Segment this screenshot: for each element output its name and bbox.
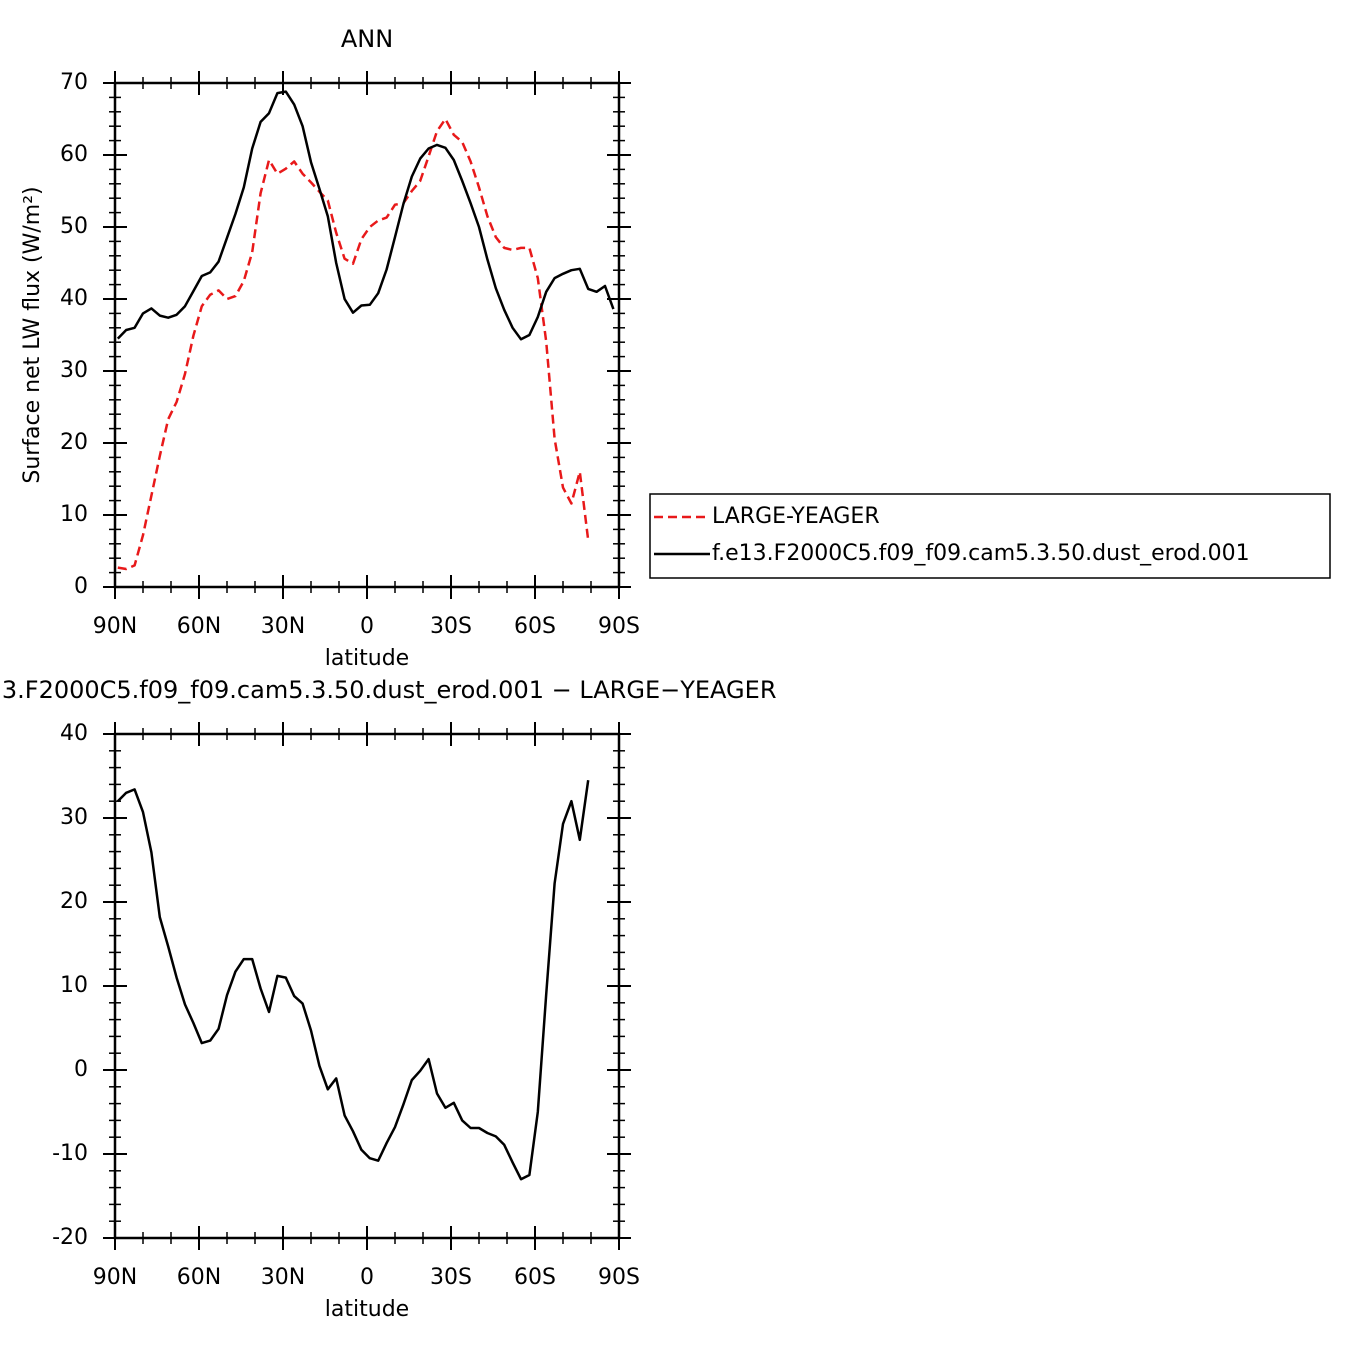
plot-frame bbox=[113, 81, 621, 589]
x-axis-label: latitude bbox=[325, 1297, 409, 1322]
x-tick-label: 0 bbox=[360, 1265, 374, 1290]
y-tick-label: 0 bbox=[74, 1057, 88, 1082]
chart-title: f.e13.F2000C5.f09_f09.cam5.3.50.dust_ero… bbox=[0, 676, 777, 704]
x-tick-label: 60N bbox=[177, 1265, 221, 1290]
y-tick-label: -20 bbox=[52, 1225, 88, 1250]
chart-title: ANN bbox=[341, 25, 393, 53]
legend-label: f.e13.F2000C5.f09_f09.cam5.3.50.dust_ero… bbox=[712, 541, 1250, 566]
x-tick-label: 90S bbox=[598, 1265, 640, 1290]
legend: LARGE-YEAGER f.e13.F2000C5.f09_f09.cam5.3… bbox=[649, 493, 1331, 579]
y-tick-label: 30 bbox=[60, 358, 88, 383]
y-tick-label: 10 bbox=[60, 973, 88, 998]
y-tick-label: 30 bbox=[60, 805, 88, 830]
y-tick-label: 70 bbox=[60, 70, 88, 95]
x-tick-label: 90N bbox=[93, 1265, 137, 1290]
plot-frame bbox=[113, 732, 621, 1240]
x-tick-label: 30S bbox=[430, 614, 472, 639]
x-tick-label: 30S bbox=[430, 1265, 472, 1290]
x-axis-label: latitude bbox=[325, 646, 409, 671]
x-tick-label: 30N bbox=[261, 1265, 305, 1290]
data-line bbox=[117, 117, 590, 571]
x-tick-label: 60S bbox=[514, 614, 556, 639]
y-tick-label: -10 bbox=[52, 1141, 88, 1166]
data-line bbox=[116, 90, 615, 341]
x-tick-label: 90N bbox=[93, 614, 137, 639]
x-tick-label: 60S bbox=[514, 1265, 556, 1290]
legend-box bbox=[649, 493, 1331, 579]
y-tick-label: 20 bbox=[60, 430, 88, 455]
data-line bbox=[116, 780, 590, 1181]
y-tick-label: 0 bbox=[74, 574, 88, 599]
y-tick-label: 50 bbox=[60, 214, 88, 239]
x-tick-label: 0 bbox=[360, 614, 374, 639]
legend-label: LARGE-YEAGER bbox=[712, 504, 880, 529]
y-tick-label: 40 bbox=[60, 721, 88, 746]
x-tick-label: 60N bbox=[177, 614, 221, 639]
y-tick-label: 10 bbox=[60, 502, 88, 527]
y-axis-label: Surface net LW flux (W/m²) bbox=[20, 186, 45, 483]
y-tick-label: 20 bbox=[60, 889, 88, 914]
x-tick-label: 90S bbox=[598, 614, 640, 639]
y-axis-label: Surface net LW flux (W/m²) bbox=[20, 837, 45, 1134]
y-tick-label: 60 bbox=[60, 142, 88, 167]
x-tick-label: 30N bbox=[261, 614, 305, 639]
y-tick-label: 40 bbox=[60, 286, 88, 311]
